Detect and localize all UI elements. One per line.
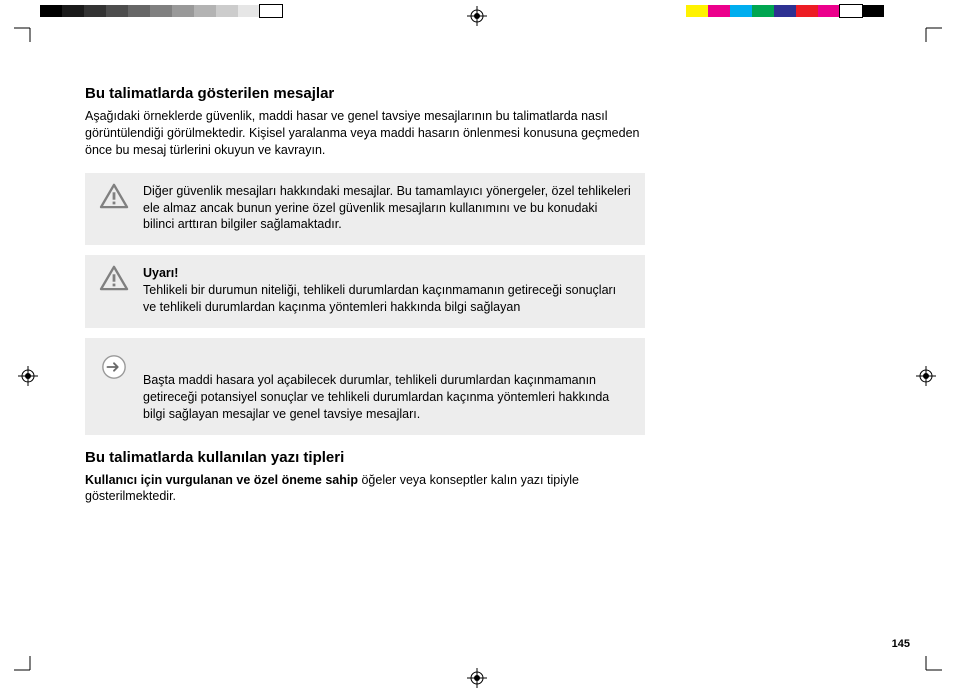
color-colorbar [686, 5, 884, 17]
colorbar-swatch [84, 5, 106, 17]
colorbar-swatch [216, 5, 238, 17]
section1-intro: Aşağıdaki örneklerde güvenlik, maddi has… [85, 108, 645, 159]
colorbar-swatch [194, 5, 216, 17]
colorbar-swatch [796, 5, 818, 17]
colorbar-swatch [128, 5, 150, 17]
colorbar-swatch [774, 5, 796, 17]
registration-mark-icon [467, 6, 487, 26]
page-content: Bu talimatlarda gösterilen mesajlar Aşağ… [85, 85, 645, 505]
info-box-1: Diğer güvenlik mesajları hakkındaki mesa… [85, 173, 645, 246]
colorbar-swatch [172, 5, 194, 17]
registration-mark-icon [18, 366, 38, 386]
crop-mark-icon [14, 20, 36, 47]
colorbar-swatch [708, 5, 730, 17]
section2-heading: Bu talimatlarda kullanılan yazı tipleri [85, 449, 645, 466]
colorbar-swatch [106, 5, 128, 17]
crop-mark-icon [14, 656, 36, 683]
colorbar-swatch [752, 5, 774, 17]
info-box-1-text: Diğer güvenlik mesajları hakkındaki mesa… [143, 183, 631, 234]
grayscale-colorbar [40, 5, 282, 17]
section2-body: Kullanıcı için vurgulanan ve özel öneme … [85, 472, 645, 506]
info-box-2-body: Tehlikeli bir durumun niteliği, tehlikel… [143, 283, 616, 314]
info-box-3: Başta maddi hasara yol açabilecek duruml… [85, 338, 645, 435]
colorbar-swatch [840, 5, 862, 17]
section1-heading: Bu talimatlarda gösterilen mesajlar [85, 85, 645, 102]
arrow-icon [99, 354, 129, 380]
crop-mark-icon [920, 656, 942, 683]
colorbar-swatch [818, 5, 840, 17]
colorbar-swatch [862, 5, 884, 17]
registration-mark-icon [916, 366, 936, 386]
warning-icon [99, 265, 129, 291]
colorbar-swatch [150, 5, 172, 17]
colorbar-swatch [686, 5, 708, 17]
colorbar-swatch [260, 5, 282, 17]
warning-icon [99, 183, 129, 209]
crop-mark-icon [920, 20, 942, 47]
info-box-2-text: Uyarı! Tehlikeli bir durumun niteliği, t… [143, 265, 631, 316]
colorbar-swatch [238, 5, 260, 17]
info-box-2: Uyarı! Tehlikeli bir durumun niteliği, t… [85, 255, 645, 328]
page-number: 145 [892, 638, 910, 650]
info-box-3-text: Başta maddi hasara yol açabilecek duruml… [143, 354, 631, 423]
colorbar-swatch [62, 5, 84, 17]
info-box-2-title: Uyarı! [143, 266, 178, 280]
section2-lead: Kullanıcı için vurgulanan ve özel öneme … [85, 473, 358, 487]
colorbar-swatch [730, 5, 752, 17]
colorbar-swatch [40, 5, 62, 17]
registration-mark-icon [467, 668, 487, 688]
